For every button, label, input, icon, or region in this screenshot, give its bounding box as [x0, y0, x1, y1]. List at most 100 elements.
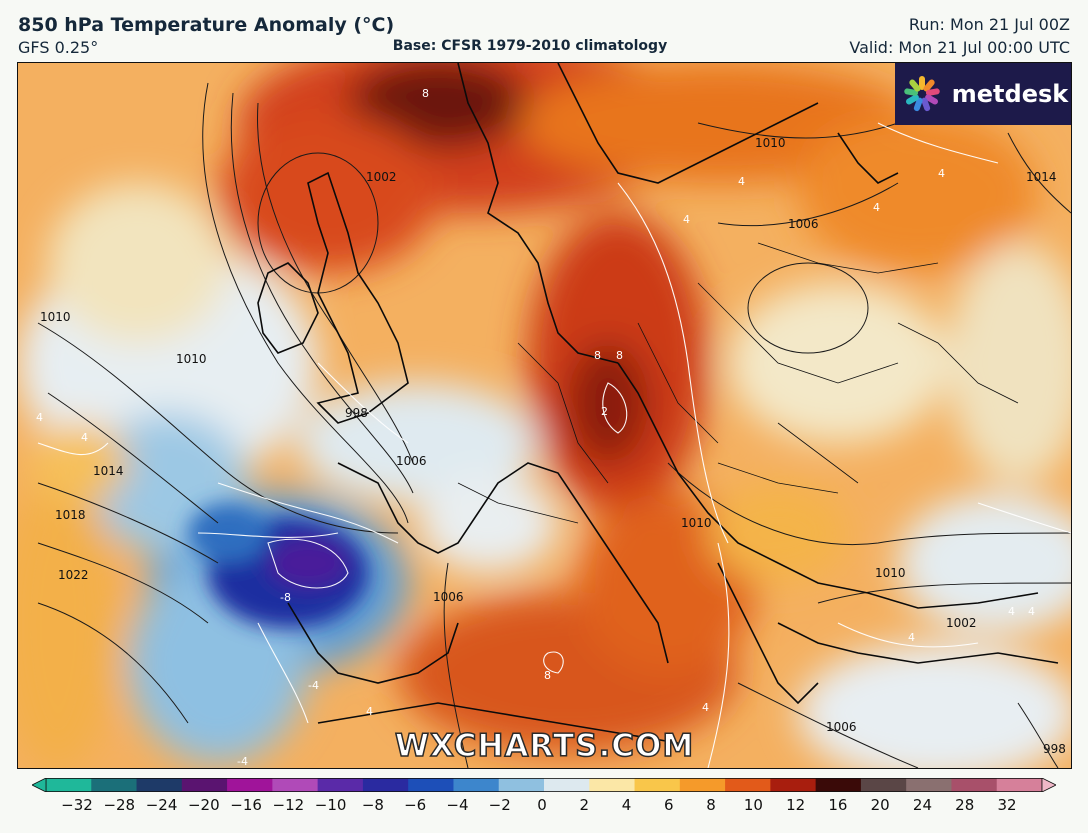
run-label: Run: Mon 21 Jul 00Z [908, 15, 1070, 34]
isobar-label: 1018 [55, 508, 86, 522]
coastlines [257, 63, 1059, 744]
metdesk-logo: metdesk [895, 63, 1071, 125]
colorbar-tick-label: −16 [230, 796, 262, 814]
isobar-label: 1006 [433, 590, 464, 604]
isobar-label: 1006 [826, 720, 857, 734]
anomaly-label: 4 [873, 201, 880, 214]
map-panel: 1010 1010 1014 1018 1022 1002 998 1006 1… [17, 62, 1072, 769]
colorbar-max-arrow [1041, 778, 1056, 792]
model-label: GFS 0.25° [18, 38, 99, 57]
anomaly-label: 8 [616, 349, 623, 362]
colorbar-segment [408, 778, 454, 792]
isobar-label: 1014 [93, 464, 124, 478]
colorbar-tick-label: −12 [272, 796, 305, 814]
isobar-label: 1022 [58, 568, 89, 582]
anomaly-label: 2 [601, 405, 608, 418]
anomaly-label: 4 [1008, 605, 1015, 618]
isobar-label: 1006 [788, 217, 819, 231]
isobar-label: 1010 [681, 516, 712, 530]
anomaly-label: 4 [738, 175, 745, 188]
anomaly-label: 4 [938, 167, 945, 180]
colorbar-segment [272, 778, 319, 792]
colorbar-tick-label: 0 [537, 796, 547, 814]
valid-label: Valid: Mon 21 Jul 00:00 UTC [849, 38, 1070, 57]
anomaly-label: 8 [422, 87, 429, 100]
colorbar-segment [453, 778, 500, 792]
isobar-lines [37, 82, 1071, 768]
colorbar-segment [362, 778, 409, 792]
colorbar-segment [770, 778, 817, 792]
isobar-label: 1014 [1026, 170, 1057, 184]
colorbar-tick-label: −6 [404, 796, 427, 814]
colorbar-segment [46, 778, 92, 792]
anomaly-label: 4 [36, 411, 43, 424]
isobar-label: 998 [1043, 742, 1066, 756]
colorbar [32, 778, 1056, 792]
colorbar-min-arrow [32, 778, 47, 792]
colorbar-tick-label: −28 [103, 796, 136, 814]
anomaly-label: -8 [280, 591, 291, 604]
colorbar-segment [860, 778, 907, 792]
anomaly-label: 4 [908, 631, 915, 644]
colorbar-segment [951, 778, 998, 792]
isobar-label: 1002 [366, 170, 397, 184]
isobar-label: 1010 [755, 136, 786, 150]
anomaly-label: 4 [702, 701, 709, 714]
colorbar-segment [498, 778, 545, 792]
colorbar-segment [906, 778, 952, 792]
base-label: Base: CFSR 1979-2010 climatology [392, 38, 668, 54]
anomaly-label: 8 [594, 349, 601, 362]
logo-text: metdesk [951, 80, 1069, 108]
colorbar-tick-label: −32 [61, 796, 93, 814]
anomaly-label: 4 [81, 431, 88, 444]
anomaly-field [18, 63, 1071, 768]
colorbar-tick-label: 32 [997, 796, 1017, 814]
colorbar-tick-label: 20 [870, 796, 890, 814]
colorbar-tick-label: −20 [187, 796, 220, 814]
anomaly-label-group: 8 8 8 2 -8 4 4 4 4 4 4 4 -4 -4 8 4 4 4 4 [36, 87, 1035, 768]
isobar-label: 1010 [176, 352, 207, 366]
colorbar-tick-label: −8 [361, 796, 384, 814]
colorbar-tick-label: −24 [145, 796, 178, 814]
colorbar-segment [136, 778, 183, 792]
isobar-label: 1006 [396, 454, 427, 468]
colorbar-tick-label: 28 [955, 796, 975, 814]
colorbar-segment [634, 778, 681, 792]
anomaly-label: -4 [237, 755, 248, 768]
isobar-label-group: 1010 1010 1014 1018 1022 1002 998 1006 1… [40, 136, 1066, 756]
anomaly-label: 4 [1028, 605, 1035, 618]
watermark: WXCHARTS.COM [394, 727, 695, 765]
colorbar-tick-label: 2 [579, 796, 590, 814]
colorbar-labels: −32 −28 −24 −20 −16 −12 −10 −8 −6 −4 −2 0 2 4 6 8 10 12 16… [0, 796, 1088, 818]
colorbar-tick-label: −10 [314, 796, 347, 814]
colorbar-segment [317, 778, 364, 792]
anomaly-label: -4 [308, 679, 319, 692]
colorbar-segment [815, 778, 862, 792]
colorbar-segment [544, 778, 590, 792]
colorbar-tick-label: 6 [664, 796, 674, 814]
colorbar-tick-label: 10 [743, 796, 763, 814]
anomaly-label: 4 [683, 213, 690, 226]
anomaly-map: 1010 1010 1014 1018 1022 1002 998 1006 1… [18, 63, 1071, 768]
anomaly-contours [37, 122, 1071, 768]
isobar-label: 1010 [875, 566, 906, 580]
colorbar-tick-label: 24 [912, 796, 932, 814]
chart-title: 850 hPa Temperature Anomaly (°C) [18, 14, 395, 36]
colorbar-tick-label: 8 [706, 796, 716, 814]
colorbar-segment [91, 778, 138, 792]
isobar-label: 1002 [946, 616, 977, 630]
colorbar-tick-label: −4 [446, 796, 469, 814]
colorbar-tick-label: −2 [488, 796, 511, 814]
anomaly-label: 4 [366, 705, 373, 718]
isobar-label: 998 [345, 406, 368, 420]
colorbar-segment [181, 778, 228, 792]
colorbar-tick-label: 12 [786, 796, 806, 814]
colorbar-segment [589, 778, 636, 792]
colorbar-segment [679, 778, 726, 792]
colorbar-tick-label: 4 [621, 796, 632, 814]
metdesk-flower-icon [903, 76, 940, 112]
anomaly-label: 8 [544, 669, 551, 682]
colorbar-segment [227, 778, 273, 792]
country-borders [457, 242, 1019, 524]
colorbar-tick-label: 16 [828, 796, 848, 814]
